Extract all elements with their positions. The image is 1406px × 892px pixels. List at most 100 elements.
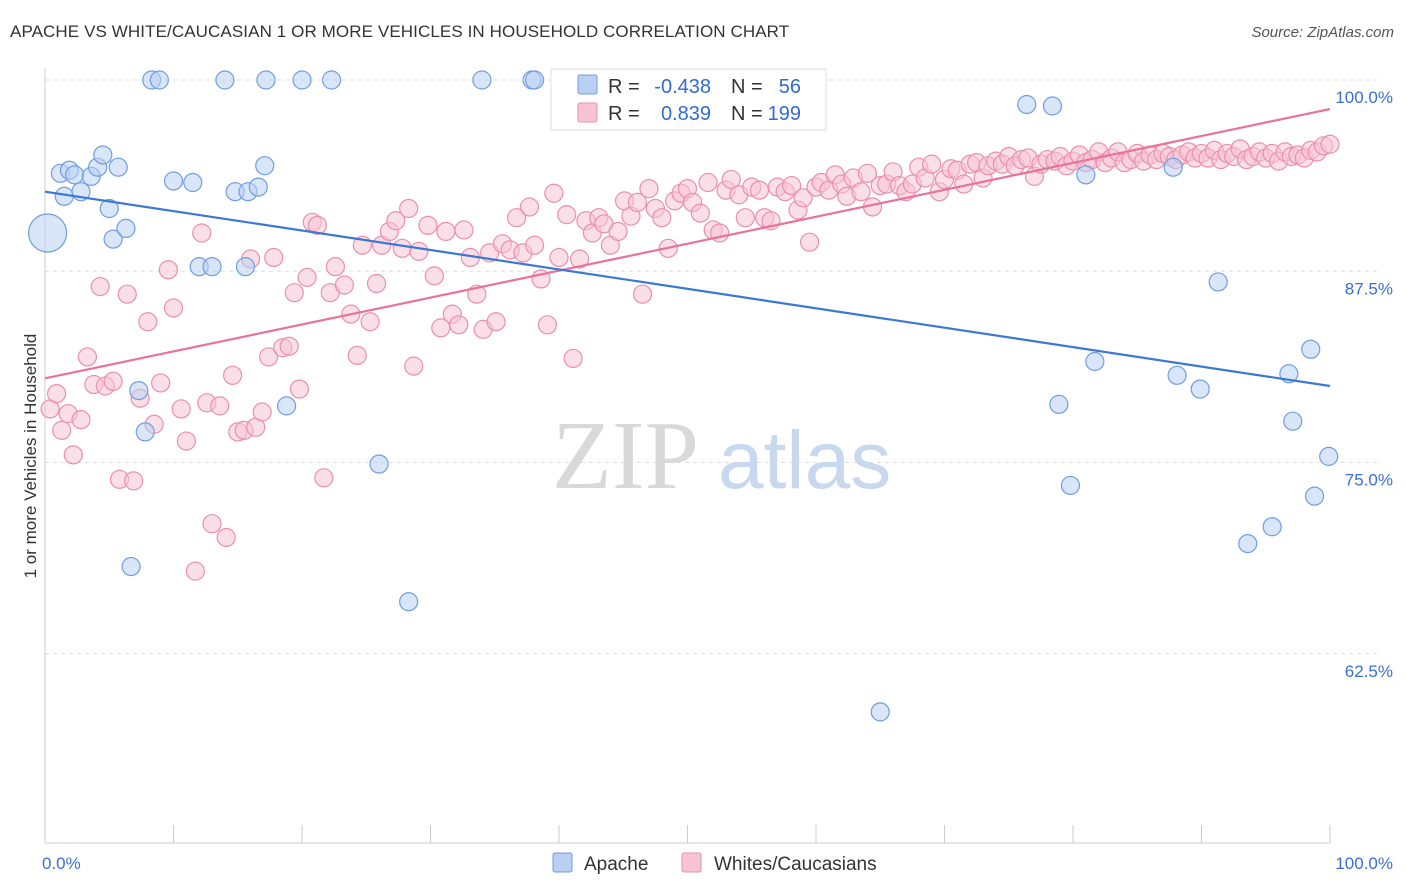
whites-point-40 — [297, 267, 317, 287]
whites-point-38 — [284, 283, 304, 303]
legend-r-label-whites: R = — [608, 103, 640, 125]
whites-point-75 — [519, 197, 540, 217]
whites-point-78 — [537, 315, 558, 335]
whites-point-60 — [424, 266, 444, 286]
y-tick-label-2: 87.5% — [1345, 279, 1393, 298]
apache-point-34 — [472, 70, 492, 90]
whites-point-200 — [1320, 134, 1340, 154]
bottom-legend-label-apache: Apache — [584, 854, 648, 875]
whites-point-12 — [117, 284, 137, 304]
whites-point-22 — [185, 561, 205, 581]
legend-n-value-whites: 199 — [768, 103, 801, 125]
whites-point-34 — [258, 347, 279, 367]
apache-point-8 — [93, 145, 113, 165]
watermark-atlas: atlas — [718, 415, 891, 506]
whites-point-65 — [454, 220, 474, 240]
legend-n-label-whites: N = — [731, 103, 763, 125]
y-tick-label-1: 75.0% — [1345, 471, 1393, 490]
whites-point-70 — [486, 312, 506, 332]
whites-point-15 — [138, 312, 158, 332]
source-label: Source: ZipAtlas.com — [1251, 24, 1394, 41]
whites-point-57 — [404, 356, 424, 376]
watermark-zip: ZIP — [552, 402, 699, 510]
y-axis-title: 1 or more Vehicles in Household — [21, 334, 40, 579]
apache-point-14 — [129, 380, 149, 401]
apache-point-27 — [255, 156, 275, 176]
whites-point-17 — [151, 373, 171, 393]
whites-point-58 — [409, 241, 429, 261]
apache-point-49 — [1238, 533, 1258, 554]
whites-point-25 — [202, 514, 222, 534]
whites-point-35 — [264, 247, 284, 268]
apache-point-47 — [1190, 379, 1210, 399]
legend-swatch-whites — [577, 102, 598, 123]
whites-point-107 — [721, 169, 741, 190]
y-tick-label-3: 100.0% — [1335, 88, 1393, 107]
legend-swatch-apache — [577, 74, 598, 95]
whites-point-4 — [63, 445, 83, 465]
whites-point-27 — [216, 527, 236, 548]
whites-point-128 — [857, 163, 878, 183]
whites-point-59 — [418, 215, 438, 235]
apache-point-26 — [248, 177, 268, 197]
apache-point-11 — [108, 157, 128, 177]
whites-point-64 — [449, 315, 469, 335]
whites-point-10 — [103, 371, 123, 392]
chart-title: APACHE VS WHITE/CAUCASIAN 1 OR MORE VEHI… — [10, 22, 790, 41]
series-whites-points — [40, 134, 1340, 581]
whites-point-8 — [90, 276, 110, 297]
whites-point-94 — [639, 179, 659, 199]
whites-point-19 — [163, 298, 184, 318]
whites-point-37 — [279, 336, 299, 356]
trend-line-whites — [44, 107, 1331, 380]
apache-point-48 — [1208, 272, 1228, 292]
whites-point-111 — [749, 180, 770, 200]
whites-point-54 — [386, 211, 406, 231]
apache-point-33 — [399, 592, 419, 612]
legend-r-label-apache: R = — [608, 76, 640, 98]
whites-point-116 — [781, 175, 802, 196]
whites-point-48 — [347, 345, 367, 365]
apache-point-29 — [276, 396, 297, 416]
apache-point-0 — [27, 213, 68, 253]
apache-point-39 — [1017, 94, 1037, 115]
bottom-legend-swatch-apache — [552, 852, 573, 873]
whites-point-23 — [192, 223, 212, 243]
bottom-legend-swatch-whites — [681, 852, 702, 873]
whites-point-28 — [223, 365, 243, 385]
apache-point-45 — [1163, 157, 1183, 177]
whites-point-93 — [632, 284, 653, 304]
bottom-legend: Apache Whites/Caucasians — [552, 852, 877, 875]
whites-point-43 — [314, 468, 334, 488]
whites-point-82 — [563, 348, 583, 369]
apache-point-36 — [524, 70, 545, 90]
apache-point-10 — [103, 229, 123, 249]
whites-point-20 — [171, 399, 191, 419]
correlation-legend: R = -0.438 N = 56 R = 0.839 N = 199 — [550, 68, 827, 131]
apache-point-15 — [135, 422, 155, 442]
apache-point-21 — [202, 257, 222, 277]
apache-point-31 — [321, 70, 342, 90]
apache-point-4 — [64, 165, 85, 185]
apache-point-9 — [99, 198, 119, 219]
apache-point-12 — [116, 218, 136, 239]
trend-line-apache — [44, 190, 1331, 388]
apache-point-40 — [1042, 96, 1063, 116]
whites-point-62 — [436, 221, 456, 242]
apache-point-54 — [1304, 486, 1325, 506]
whites-point-103 — [698, 172, 718, 193]
whites-point-55 — [392, 238, 412, 258]
whites-point-73 — [506, 208, 527, 228]
apache-point-44 — [1085, 351, 1105, 372]
apache-point-46 — [1167, 365, 1187, 385]
whites-point-42 — [307, 215, 328, 235]
apache-point-38 — [870, 702, 890, 722]
whites-point-50 — [360, 312, 380, 332]
trend-lines — [44, 107, 1331, 388]
apache-point-50 — [1262, 517, 1282, 537]
apache-point-32 — [369, 454, 389, 474]
bottom-legend-label-whites: Whites/Caucasians — [714, 854, 877, 875]
whites-point-51 — [366, 273, 387, 294]
apache-point-19 — [183, 172, 203, 193]
